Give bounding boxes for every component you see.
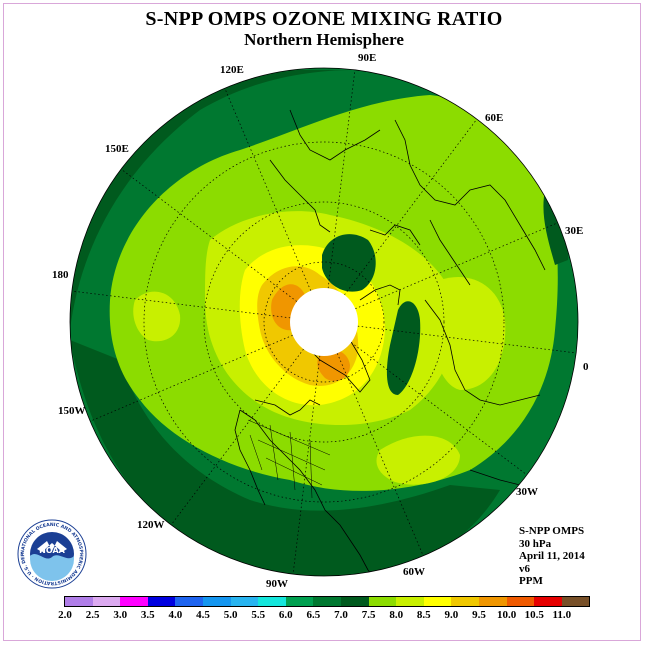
- map-subtitle: Northern Hemisphere: [244, 30, 404, 49]
- polar-data-gap: [290, 288, 358, 356]
- colorbar-tick-label: 6.0: [278, 609, 293, 621]
- colorbar: [64, 596, 591, 607]
- colorbar-swatch: [340, 597, 369, 606]
- colorbar-swatch: [561, 597, 590, 606]
- meridian-line: [292, 355, 321, 575]
- info-date: April 11, 2014: [519, 550, 585, 562]
- coastlines: [234, 109, 546, 576]
- meridian-line: [344, 118, 478, 296]
- lon-label-30e: 30E: [565, 225, 584, 237]
- colorbar-swatch: [313, 597, 341, 606]
- colorbar-tick-label: 4.0: [168, 609, 183, 621]
- colorbar-tick-label: 11.0: [552, 609, 572, 621]
- lon-label-120e: 120E: [220, 64, 244, 76]
- map-info-block: S-NPP OMPS 30 hPa April 11, 2014 v6 PPM: [519, 525, 585, 588]
- colorbar-swatch: [368, 597, 397, 606]
- field-dark-blob-eastedge: [543, 190, 569, 265]
- info-instrument: S-NPP OMPS: [519, 525, 585, 537]
- colorbar-swatch: [175, 597, 203, 606]
- colorbar-swatch: [451, 597, 479, 606]
- lon-label-60e: 60E: [485, 112, 504, 124]
- meridian-line: [71, 290, 291, 319]
- field-dark-arc-southwest: [70, 340, 500, 576]
- meridian-line: [350, 342, 528, 476]
- colorbar-swatch: [506, 597, 535, 606]
- colorbar-tick-label: 10.0: [496, 609, 517, 621]
- image-frame: [3, 3, 641, 641]
- colorbar-tick-label: 9.0: [444, 609, 459, 621]
- colorbar-tick-label: 7.0: [334, 609, 348, 621]
- colorbar-tick-label: 2.0: [58, 609, 72, 621]
- colorbar-swatch: [65, 597, 93, 606]
- colorbar-tick-label: 5.5: [251, 609, 266, 621]
- colorbar-tick-label: 2.5: [85, 609, 100, 621]
- lon-label-60w: 60W: [403, 566, 425, 578]
- colorbar-swatch: [423, 597, 452, 606]
- info-level: 30 hPa: [519, 537, 552, 550]
- meridian-line: [327, 69, 356, 289]
- colorbar-tick-label: 10.5: [524, 609, 544, 621]
- colorbar-tick-label: 3.0: [113, 609, 128, 621]
- lon-label-0: 0: [583, 361, 589, 373]
- meridian-line: [224, 88, 312, 291]
- lon-label-30w: 30W: [516, 486, 538, 498]
- colorbar-tick-label: 4.5: [196, 609, 210, 621]
- colorbar-swatch: [202, 597, 231, 606]
- colorbar-swatch: [478, 597, 507, 606]
- field-dark-blob-east: [386, 301, 421, 395]
- noaa-logo-text: NOAA: [39, 546, 65, 555]
- field-limegreen-west: [133, 291, 181, 342]
- meridian-line: [120, 168, 298, 302]
- colorbar-swatch: [92, 597, 121, 606]
- meridian-line: [355, 222, 558, 310]
- field-orange-zone: [271, 284, 350, 382]
- colorbar-tick-label: 3.5: [140, 609, 155, 621]
- meridian-line: [357, 325, 577, 354]
- meridian-line: [170, 348, 304, 526]
- lon-label-90w: 90W: [266, 578, 288, 590]
- info-version: v6: [519, 562, 530, 575]
- colorbar-tick-label: 6.5: [306, 609, 321, 621]
- colorbar-swatch: [285, 597, 314, 606]
- lon-label-150w: 150W: [58, 405, 86, 417]
- colorbar-tick-label: 9.5: [472, 609, 486, 621]
- colorbar-tick-label: 8.5: [416, 609, 431, 621]
- colorbar-tick-label: 7.5: [361, 609, 376, 621]
- meridian-line: [336, 353, 424, 556]
- field-limegreen-south: [376, 435, 460, 485]
- colorbar-swatch: [120, 597, 148, 606]
- map-title: S-NPP OMPS OZONE MIXING RATIO: [145, 8, 503, 30]
- colorbar-tick-label: 5.0: [223, 609, 238, 621]
- colorbar-swatch: [258, 597, 286, 606]
- us-state-boundaries: [247, 419, 331, 499]
- noaa-logo: NATIONAL OCEANIC AND ATMOSPHERIC ADMINIS…: [17, 519, 87, 589]
- colorbar-tick-label: 8.0: [389, 609, 404, 621]
- colorbar-swatch: [230, 597, 259, 606]
- lon-label-90e: 90E: [358, 52, 377, 64]
- map-outline: [69, 67, 579, 577]
- meridian-line: [90, 334, 293, 422]
- field-limegreen-east: [431, 276, 506, 390]
- colorbar-swatch: [534, 597, 562, 606]
- graticule: [71, 69, 577, 575]
- colorbar-swatch: [147, 597, 176, 606]
- colorbar-swatch: [396, 597, 424, 606]
- info-units: PPM: [519, 575, 543, 587]
- lon-label-180: 180: [52, 269, 69, 281]
- lon-label-150e: 150E: [105, 143, 129, 155]
- lon-label-120w: 120W: [137, 519, 165, 531]
- field-dark-blob-north: [322, 234, 376, 292]
